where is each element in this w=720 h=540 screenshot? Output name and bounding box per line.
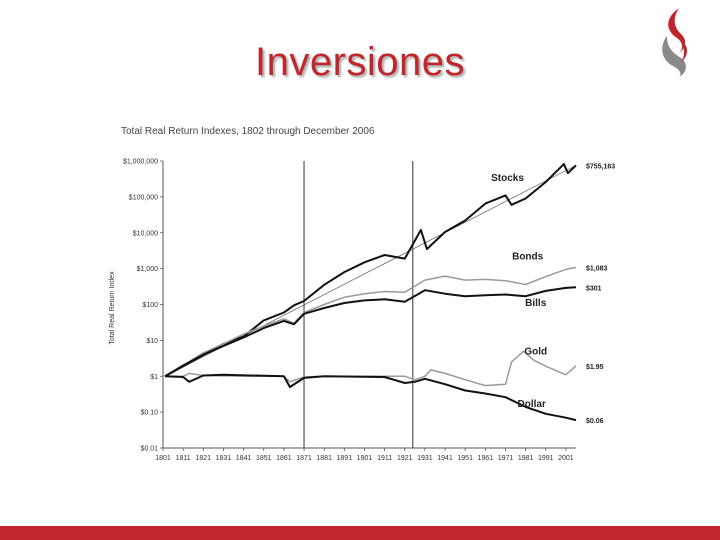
y-tick-label: $1 xyxy=(150,374,158,381)
end-value-gold: $1.95 xyxy=(586,364,604,371)
end-value-stocks: $755,163 xyxy=(586,163,615,170)
x-tick-label: 1951 xyxy=(457,455,473,462)
x-tick-label: 1851 xyxy=(256,455,272,462)
series-line-dollar xyxy=(164,373,577,422)
y-tick-label: $10 xyxy=(146,338,158,345)
x-tick-label: 1991 xyxy=(538,455,554,462)
returns-chart: Total Real Return Indexes, 1802 through … xyxy=(109,126,615,462)
x-tick-label: 1821 xyxy=(196,455,212,462)
series-label-bills: Bills xyxy=(525,298,547,309)
x-tick-label: 1841 xyxy=(236,455,252,462)
slide-title: Inversiones xyxy=(254,40,466,84)
y-tick-label: $1,000,000 xyxy=(123,159,158,166)
x-tick-label: 1961 xyxy=(478,455,494,462)
series-label-dollar: Dollar xyxy=(518,399,546,410)
series-line-gold xyxy=(165,350,577,387)
chart-title: Total Real Return Indexes, 1802 through … xyxy=(121,126,375,137)
x-tick-label: 1931 xyxy=(417,455,433,462)
y-tick-label: $100,000 xyxy=(129,194,158,201)
x-tick-label: 1881 xyxy=(316,455,332,462)
series-label-bonds: Bonds xyxy=(512,251,544,262)
x-tick-label: 1971 xyxy=(498,455,514,462)
x-tick-label: 1801 xyxy=(155,455,171,462)
flame-icon xyxy=(662,8,687,78)
end-value-bonds: $1,083 xyxy=(586,265,608,272)
x-tick-label: 1871 xyxy=(296,455,312,462)
x-tick-label: 1981 xyxy=(518,455,534,462)
x-tick-label: 1941 xyxy=(437,455,453,462)
y-tick-label: $1,000 xyxy=(137,266,159,273)
x-tick-label: 1811 xyxy=(176,455,191,462)
series-label-stocks: Stocks xyxy=(491,173,524,184)
end-value-dollar: $0.06 xyxy=(586,418,604,425)
series-line-stocks xyxy=(164,163,577,378)
x-tick-label: 1901 xyxy=(357,455,373,462)
y-axis-label: Total Real Return Index xyxy=(109,271,116,345)
x-tick-label: 2001 xyxy=(558,455,574,462)
x-tick-label: 1911 xyxy=(377,455,392,462)
series-label-gold: Gold xyxy=(524,347,547,358)
x-tick-label: 1921 xyxy=(397,455,413,462)
x-tick-label: 1831 xyxy=(216,455,232,462)
y-tick-label: $100 xyxy=(142,302,158,309)
end-value-bills: $301 xyxy=(586,285,602,292)
series-line-bills xyxy=(164,286,577,378)
series-line-bonds xyxy=(164,266,577,377)
x-tick-label: 1861 xyxy=(276,455,292,462)
y-tick-label: $0.10 xyxy=(140,410,158,417)
y-tick-label: $10,000 xyxy=(133,230,158,237)
x-tick-label: 1891 xyxy=(337,455,353,462)
footer-bar xyxy=(0,526,720,540)
y-tick-label: $0.01 xyxy=(140,446,158,453)
